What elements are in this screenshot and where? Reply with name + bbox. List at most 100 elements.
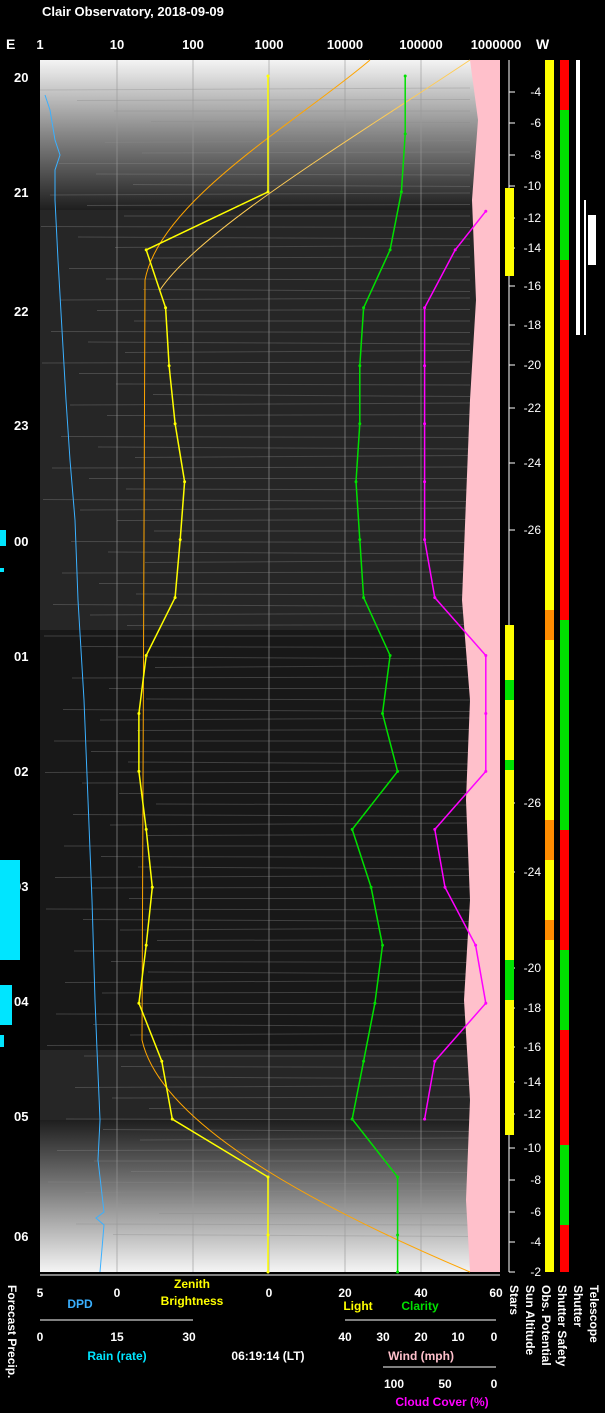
sky-streak: [51, 466, 471, 469]
series-point: [266, 74, 270, 78]
sky-streak: [134, 455, 471, 458]
series-point: [354, 480, 358, 484]
sun-tick-label: -20: [524, 961, 542, 975]
light-label: Light: [343, 1299, 372, 1313]
zenith-tick: 0: [266, 1286, 273, 1300]
series-point: [167, 364, 171, 368]
sky-streak: [95, 173, 471, 176]
sky-streak: [69, 402, 471, 406]
sky-streak: [64, 980, 471, 983]
sky-streak: [52, 604, 471, 607]
time-tick: 06: [14, 1229, 28, 1244]
sky-streak: [75, 1223, 471, 1226]
sun-tick-label: -6: [530, 116, 541, 130]
time-tick: 20: [14, 70, 28, 85]
sky-streak: [91, 886, 471, 889]
series-point: [433, 827, 437, 831]
series-point: [266, 1233, 270, 1237]
sky-streak: [70, 541, 471, 543]
series-point: [423, 480, 427, 484]
sky-streak: [126, 624, 471, 626]
sky-streak: [87, 341, 471, 345]
series-point: [433, 596, 437, 600]
sky-streak: [142, 289, 471, 292]
wind-tick: 10: [451, 1330, 465, 1344]
series-point: [144, 248, 148, 252]
sky-streak: [54, 875, 471, 878]
sky-streak: [39, 87, 471, 91]
series-point: [403, 74, 407, 78]
timestamp: 06:19:14 (LT): [231, 1349, 304, 1363]
rain-tick: 30: [182, 1330, 196, 1344]
rain-tick: 15: [110, 1330, 124, 1344]
series-point: [358, 538, 362, 542]
shutter-safety-label: Shutter Safety: [555, 1285, 569, 1367]
sky-streak: [111, 1096, 471, 1099]
series-point: [350, 1117, 354, 1121]
series-point: [484, 654, 488, 657]
series-point: [183, 480, 187, 484]
sky-streak: [84, 1190, 471, 1193]
sun-tick-label: -6: [530, 1205, 541, 1219]
series-point: [388, 654, 392, 657]
time-axis: 20 21 22 23 00 01 02 03 04 05 06: [14, 70, 29, 1244]
sky-streak: [81, 781, 471, 784]
sky-streak: [150, 121, 471, 123]
sky-streak: [62, 709, 471, 712]
sky-streak: [135, 593, 471, 596]
wind-tick: 20: [414, 1330, 428, 1344]
cloud-tick: 100: [384, 1377, 404, 1391]
series-point: [362, 306, 366, 310]
series-point: [362, 596, 366, 600]
sky-streak: [44, 770, 471, 773]
sun-altitude-label: Sun Altitude: [523, 1285, 537, 1356]
series-point: [474, 943, 478, 947]
cloud-tick: 0: [491, 1377, 498, 1391]
series-point: [381, 943, 384, 947]
series-point: [423, 538, 427, 542]
sky-streak: [59, 297, 471, 301]
sun-tick-label: -4: [530, 1235, 541, 1249]
series-point: [423, 1117, 427, 1121]
series-point: [173, 596, 177, 600]
sky-streak: [115, 383, 471, 386]
series-point: [423, 306, 427, 310]
sky-streak: [92, 1024, 471, 1027]
sky-streak: [40, 226, 471, 228]
series-point: [423, 422, 427, 426]
rain-tick: 0: [37, 1330, 44, 1344]
sky-streak: [79, 507, 471, 511]
sky-streak: [105, 278, 471, 281]
bottom-axes: 5 0 0 20 40 60 DPD Zenith Brightness Lig…: [37, 1274, 503, 1409]
rain-label: Rain (rate): [87, 1349, 146, 1363]
top-tick: 1: [36, 37, 43, 52]
sky-streak: [117, 656, 471, 660]
top-tick: 100: [182, 37, 204, 52]
time-tick: 23: [14, 418, 28, 433]
sky-streak: [152, 394, 471, 397]
sun-tick-label: -4: [530, 85, 541, 99]
sky-streak: [146, 834, 471, 836]
wind-tick: 30: [376, 1330, 390, 1344]
sky-streak: [61, 571, 471, 574]
sun-tick-label: -12: [524, 1107, 542, 1121]
sky-streak: [65, 1118, 471, 1121]
sky-streak: [127, 761, 471, 765]
model-curve-2: [159, 59, 471, 291]
dpd-label: DPD: [67, 1297, 93, 1311]
top-axis-ticks: 1 10 100 1000 10000 100000 1000000: [36, 37, 521, 52]
light-tick: 40: [414, 1286, 428, 1300]
sky-streak: [129, 1032, 471, 1036]
series-point: [144, 827, 148, 831]
sky-streak: [130, 1171, 471, 1173]
sky-streak: [42, 499, 471, 502]
series-point: [396, 1233, 400, 1237]
sky-streak: [119, 927, 471, 931]
stars-label: Stars: [507, 1285, 521, 1315]
series-point: [362, 1059, 366, 1063]
sky-streak: [77, 236, 471, 240]
time-tick: 01: [14, 649, 28, 664]
sun-altitude-axis: -4 -6 -8 -10 -12 -14 -16 -18 -20 -22 -24 -26 -26 -24 -…: [508, 60, 542, 1279]
sun-tick-label: -26: [524, 796, 542, 810]
